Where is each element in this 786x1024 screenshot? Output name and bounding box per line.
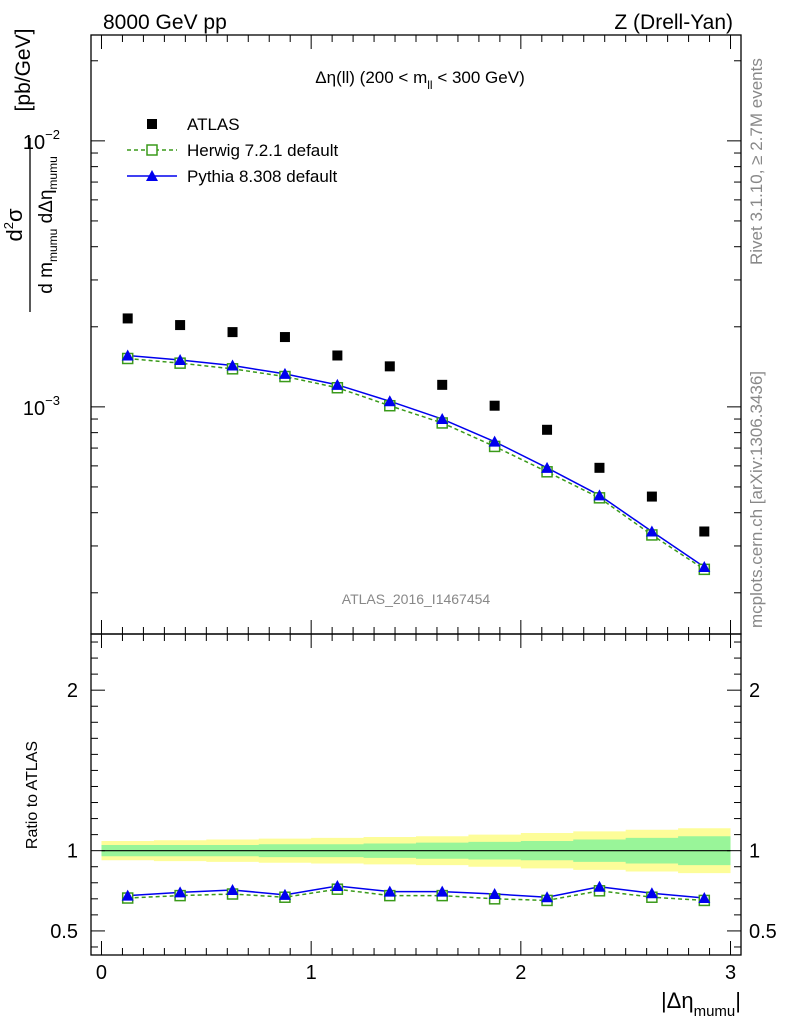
pythia-marker bbox=[541, 461, 554, 473]
ratio-y-tick-label: 0.5 bbox=[50, 921, 78, 943]
ratio-y-tick-label: 1 bbox=[67, 841, 78, 863]
ratio-frame bbox=[90, 633, 742, 956]
atlas-marker bbox=[646, 491, 657, 502]
atlas-marker bbox=[542, 424, 553, 435]
x-tick-label: 0 bbox=[96, 962, 107, 984]
legend-herwig-marker bbox=[146, 144, 158, 156]
y-label-numerator: d2σ bbox=[1, 208, 27, 241]
ratio-y-tick-label-right: 2 bbox=[749, 680, 760, 702]
pythia-marker bbox=[226, 359, 239, 371]
ratio-pythia-marker bbox=[278, 888, 291, 900]
pythia-marker bbox=[698, 561, 711, 573]
ratio-pythia-marker bbox=[698, 892, 711, 904]
atlas-marker bbox=[489, 400, 500, 411]
y-label-unit: [pb/GeV] bbox=[12, 29, 35, 112]
x-tick-label: 3 bbox=[725, 962, 736, 984]
process-label: Z (Drell-Yan) bbox=[614, 11, 733, 34]
ratio-pythia-marker bbox=[174, 886, 187, 898]
legend-label: ATLAS bbox=[187, 115, 240, 134]
ratio-pythia-marker bbox=[488, 888, 501, 900]
atlas-marker bbox=[227, 327, 238, 338]
x-axis-label: |Δηmumu| bbox=[661, 988, 741, 1020]
legend-atlas-marker bbox=[147, 119, 157, 129]
ratio-y-tick-label: 2 bbox=[67, 680, 78, 702]
main-panel: 10−3 10−2 Δη(ll) (200 < mll < 300 GeV) AT… bbox=[1, 29, 742, 635]
ratio-pythia-marker bbox=[226, 883, 239, 895]
pythia-marker bbox=[331, 378, 344, 390]
pythia-marker bbox=[436, 413, 449, 425]
y-tick-label: 10−2 bbox=[23, 127, 60, 154]
atlas-marker bbox=[175, 320, 186, 331]
ratio-pythia-marker bbox=[331, 879, 344, 891]
analysis-id: ATLAS_2016_I1467454 bbox=[342, 591, 491, 607]
ratio-herwig-line bbox=[127, 888, 705, 902]
atlas-marker bbox=[122, 313, 133, 324]
ratio-pythia-marker bbox=[121, 889, 134, 901]
pythia-marker bbox=[593, 489, 606, 501]
pythia-marker bbox=[174, 354, 187, 366]
atlas-marker bbox=[279, 332, 290, 343]
pythia-marker bbox=[645, 525, 658, 537]
y-tick-label: 10−3 bbox=[23, 393, 60, 420]
ratio-y-tick-label-right: 1 bbox=[749, 841, 760, 863]
atlas-marker bbox=[384, 361, 395, 372]
legend-label: Herwig 7.2.1 default bbox=[187, 141, 338, 160]
y-label-denominator: d mmumu dΔηmumu bbox=[36, 156, 60, 293]
pythia-marker bbox=[488, 435, 501, 447]
herwig-line bbox=[127, 357, 705, 570]
atlas-marker bbox=[699, 526, 710, 537]
ratio-pythia-marker bbox=[383, 885, 396, 897]
ratio-y-label: Ratio to ATLAS bbox=[24, 741, 41, 849]
x-tick-label: 2 bbox=[515, 962, 526, 984]
pythia-marker bbox=[121, 349, 134, 361]
plot-title: Δη(ll) (200 < mll < 300 GeV) bbox=[315, 68, 524, 92]
pythia-marker bbox=[383, 395, 396, 407]
mcplots-reference-label: mcplots.cern.ch [arXiv:1306.3436] bbox=[747, 371, 766, 628]
rivet-version-label: Rivet 3.1.10, ≥ 2.7M events bbox=[747, 58, 766, 265]
ratio-pythia-marker bbox=[541, 891, 554, 903]
ratio-panel: 0.5 0.5 1 1 2 2 0 1 2 3 Ratio to ATLAS |Δηmumu| bbox=[24, 633, 777, 1020]
main-y-label: d2σ d mmumu dΔηmumu [pb/GeV] bbox=[1, 29, 60, 312]
pythia-line bbox=[127, 354, 705, 568]
ratio-pythia-marker bbox=[645, 887, 658, 899]
atlas-marker bbox=[594, 462, 605, 473]
legend-label: Pythia 8.308 default bbox=[187, 167, 338, 186]
legend: ATLAS Herwig 7.2.1 default Pythia 8.308 de… bbox=[127, 115, 338, 186]
atlas-marker bbox=[437, 379, 448, 390]
ratio-pythia-marker bbox=[593, 880, 606, 892]
x-tick-label: 1 bbox=[306, 962, 317, 984]
ratio-pythia-line bbox=[127, 885, 705, 899]
energy-label: 8000 GeV pp bbox=[103, 11, 227, 34]
ratio-pythia-marker bbox=[436, 885, 449, 897]
legend-pythia-marker bbox=[146, 170, 158, 181]
atlas-marker bbox=[332, 350, 343, 361]
ratio-y-tick-label-right: 0.5 bbox=[749, 921, 777, 943]
pythia-marker bbox=[278, 367, 291, 379]
